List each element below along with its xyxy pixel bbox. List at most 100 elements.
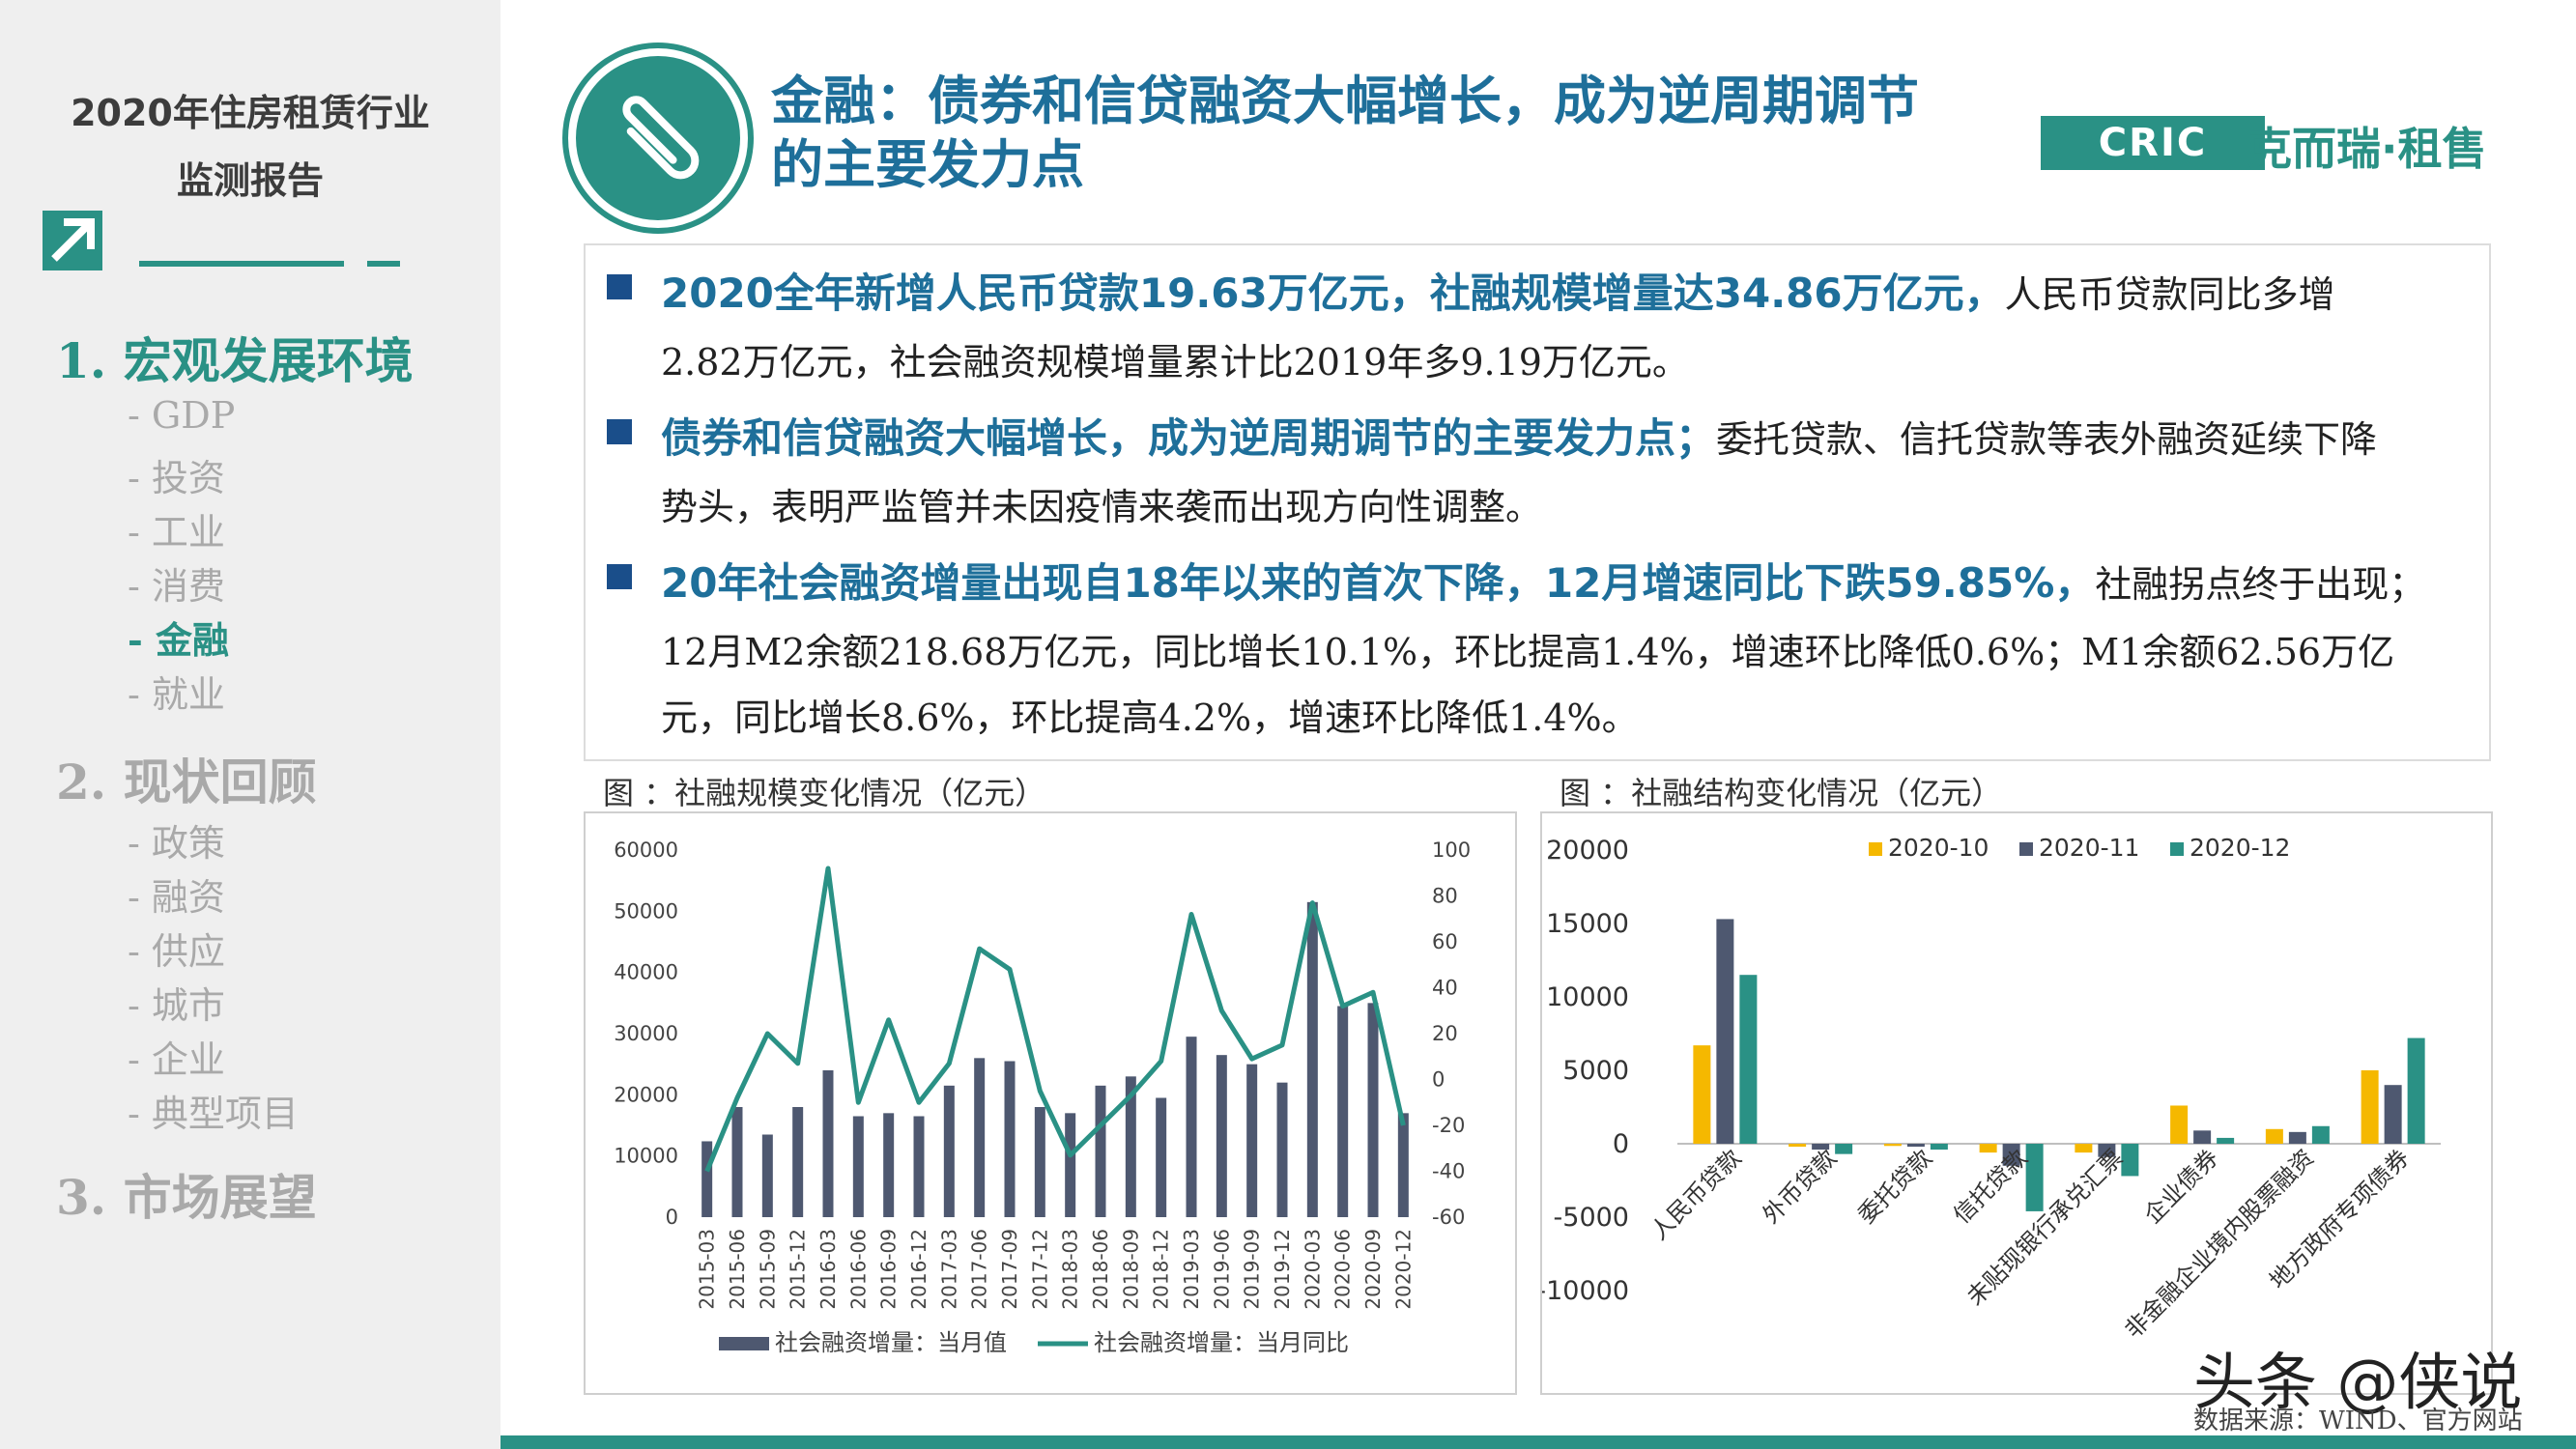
bar (1693, 1045, 1711, 1144)
x-tick-label: 2015-09 (756, 1229, 779, 1310)
x-tick-label: 2017-06 (968, 1229, 991, 1310)
bullet-text: 社融拐点终于出现； (2095, 563, 2426, 606)
legend-label-line: 社会融资增量：当月同比 (1094, 1329, 1349, 1356)
nav-section-2[interactable]: 2. 现状回顾 (56, 753, 317, 810)
bar (1716, 919, 1734, 1144)
report-title-line2: 监测报告 (176, 159, 324, 202)
bullet-highlight: 20年社会融资增量出现自18年以来的首次下降，12月增速同比下跌59.85%， (661, 559, 2096, 607)
chart-left-frame: 0 10000 20000 30000 40000 50000 60000 -60 -40 -20… (584, 811, 1517, 1395)
bullet-text: 委托贷款、信托贷款等表外融资延续下降 (1716, 418, 2378, 461)
bar (1095, 1085, 1106, 1217)
nav-item-supply[interactable]: - 供应 (128, 930, 225, 973)
bar (1883, 1144, 1902, 1147)
nav-item-finance[interactable]: - 金融 (128, 618, 230, 662)
x-tick-label: 2017-12 (1028, 1229, 1051, 1310)
x-tick-label: 2019-12 (1271, 1229, 1294, 1310)
x-tick-label: 2020-12 (1391, 1229, 1415, 1310)
y-right-tick-label: 20 (1432, 1022, 1458, 1045)
y-left-tick-label: 10000 (614, 1145, 678, 1168)
legend-label: 2020-11 (2039, 834, 2139, 862)
x-tick-label: 2018-03 (1059, 1229, 1082, 1310)
x-tick-label: 外币贷款 (1758, 1144, 1843, 1229)
paperclip-badge (568, 48, 748, 228)
bar (1216, 1055, 1227, 1217)
bullet-panel (584, 243, 2491, 761)
x-tick-label: 2018-12 (1150, 1229, 1173, 1310)
bullet-1-line-1: 2020全年新增人民币贷款19.63万亿元，社融规模增量达34.86万亿元，人民… (661, 261, 2335, 320)
bar (1835, 1144, 1853, 1154)
x-tick-label: 2018-06 (1089, 1229, 1112, 1310)
x-tick-label: 2019-03 (1180, 1229, 1203, 1310)
nav-item-industry[interactable]: - 工业 (128, 511, 225, 554)
y-left-tick-label: 30000 (614, 1022, 678, 1045)
y-tick-label: 20000 (1546, 836, 1629, 866)
bullet-3-line-1: 20年社会融资增量出现自18年以来的首次下降，12月增速同比下跌59.85%，社… (661, 551, 2425, 610)
nav-item-city[interactable]: - 城市 (128, 984, 225, 1027)
bar (2288, 1131, 2306, 1144)
bar (2265, 1128, 2283, 1144)
bar (2361, 1070, 2379, 1144)
bar (1739, 975, 1758, 1144)
x-tick-label: 2016-09 (877, 1229, 901, 1310)
x-tick-label: 2017-09 (998, 1229, 1021, 1310)
bar (2193, 1130, 2212, 1144)
bar (792, 1107, 804, 1217)
bar (1276, 1082, 1288, 1217)
legend-swatch (2019, 842, 2033, 856)
bar (1979, 1144, 1997, 1153)
x-tick-label: 委托贷款 (1852, 1144, 1937, 1229)
bar (2121, 1144, 2139, 1177)
bar (2025, 1144, 2044, 1211)
x-tick-label: 2016-12 (907, 1229, 930, 1310)
bar (731, 1107, 743, 1217)
footer-bar (501, 1435, 2576, 1449)
x-tick-label: 2015-06 (726, 1229, 749, 1310)
nav-item-employment[interactable]: - 就业 (128, 673, 225, 716)
nav-item-consumption[interactable]: - 消费 (128, 565, 225, 608)
nav-item-financing[interactable]: - 融资 (128, 876, 225, 919)
bullet-3-line-3: 元，同比增长8.6%，环比提高4.2%，增速环比降低1.4%。 (661, 696, 1639, 739)
bar (2002, 1144, 2020, 1166)
y-tick-label: 10000 (1546, 982, 1629, 1012)
legend-swatch (1869, 842, 1882, 856)
y-right-tick-label: -20 (1432, 1114, 1465, 1137)
y-tick-label: -5000 (1554, 1203, 1629, 1233)
nav-item-projects[interactable]: - 典型项目 (128, 1093, 299, 1135)
page-title-line1: 金融：债券和信贷融资大幅增长，成为逆周期调节 (771, 71, 1919, 131)
x-tick-label: 2019-06 (1210, 1229, 1233, 1310)
bar (2098, 1144, 2116, 1157)
chart-right-caption: 图 ：社融结构变化情况（亿元） (1560, 775, 2003, 811)
nav-item-investment[interactable]: - 投资 (128, 457, 225, 499)
bullet-2-line-1: 债券和信贷融资大幅增长，成为逆周期调节的主要发力点；委托贷款、信托贷款等表外融资… (661, 406, 2377, 465)
y-left-tick-label: 0 (666, 1206, 678, 1229)
nav-item-policy[interactable]: - 政策 (128, 822, 225, 865)
nav-item-gdp[interactable]: - GDP (128, 394, 236, 437)
bar (1367, 1003, 1379, 1217)
bar (1004, 1061, 1016, 1217)
bar (2384, 1085, 2402, 1144)
x-tick-label: 企业债券 (2139, 1144, 2224, 1229)
x-tick-label: 2020-03 (1301, 1229, 1324, 1310)
bullet-highlight: 债券和信贷融资大幅增长，成为逆周期调节的主要发力点； (661, 414, 1717, 462)
bar (2075, 1144, 2093, 1153)
x-tick-label: 2015-12 (787, 1229, 810, 1310)
bar (883, 1113, 895, 1217)
divider-line-short (367, 261, 400, 267)
bar (1906, 1144, 1925, 1148)
legend-swatch-bar (719, 1337, 769, 1350)
y-tick-label: 15000 (1546, 909, 1629, 939)
nav-section-1[interactable]: 1. 宏观发展环境 (56, 332, 414, 389)
nav-item-enterprise[interactable]: - 企业 (128, 1038, 225, 1081)
x-tick-label: 人民币贷款 (1646, 1144, 1747, 1245)
bar (761, 1134, 773, 1217)
bar (2311, 1125, 2330, 1144)
y-left-tick-label: 60000 (614, 838, 678, 862)
bullet-marker (607, 419, 632, 444)
bar (1930, 1144, 1948, 1151)
paperclip-icon (622, 96, 700, 180)
bar (2217, 1137, 2235, 1144)
x-tick-label: 信托贷款 (1948, 1144, 2033, 1229)
x-tick-label: 非金融企业境内股票融资 (2120, 1144, 2319, 1343)
arrow-icon (43, 211, 102, 270)
nav-section-3[interactable]: 3. 市场展望 (56, 1169, 317, 1226)
